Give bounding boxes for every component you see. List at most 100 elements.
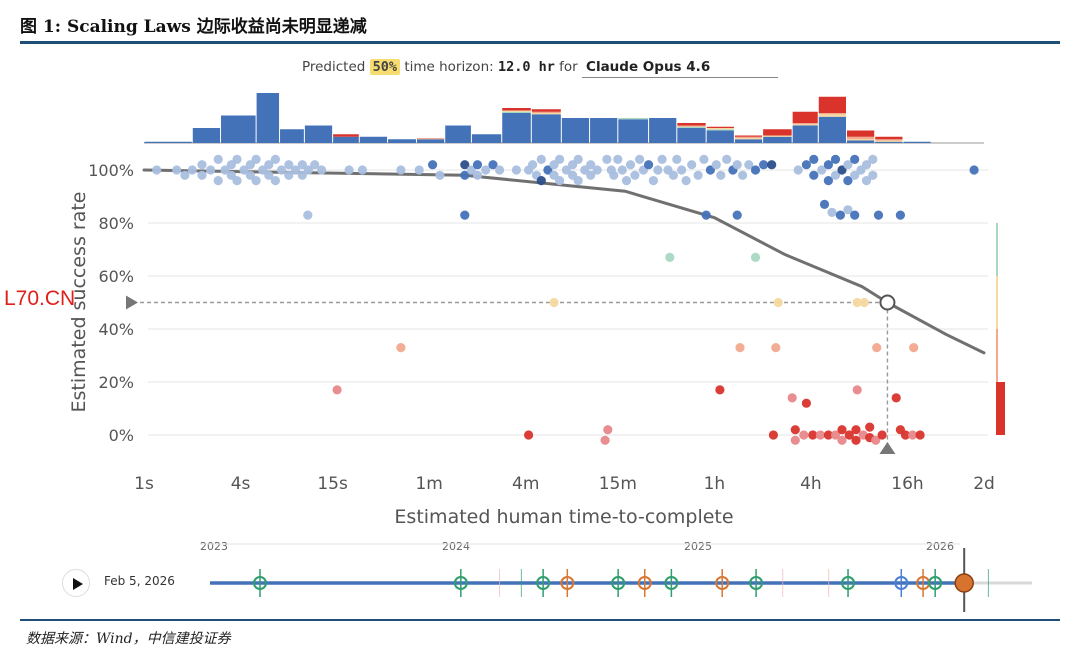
timeline-years: 2023 2024 2025 2026: [200, 540, 960, 553]
data-point: [213, 154, 223, 164]
histogram-bar: [734, 135, 763, 137]
x-axis-label: Estimated human time-to-complete: [394, 506, 733, 528]
horizon-header: Predicted 50% time horizon: 12.0 hr for …: [0, 59, 1080, 78]
histogram-bar: [847, 140, 875, 143]
success-rate-chart: 0% 20% 40% 60% 80% 100% 1s 4s 15s 1m 4m 15m 1h 4h 16h…: [68, 93, 1005, 528]
data-point: [738, 170, 748, 180]
histogram-bar: [502, 108, 531, 111]
histogram-bar: [706, 129, 734, 131]
data-point: [303, 210, 313, 220]
y-tick-label: 60%: [98, 267, 134, 286]
data-point: [744, 160, 754, 170]
data-point: [722, 154, 732, 164]
histogram-bar: [144, 141, 192, 143]
horizon-marker-left: [126, 295, 138, 310]
x-tick-label: 1h: [704, 474, 726, 494]
data-point: [969, 165, 979, 175]
data-point: [767, 160, 777, 170]
data-point: [603, 425, 613, 435]
data-point: [460, 160, 470, 170]
side-distribution-bar: [996, 223, 1005, 435]
model-selector[interactable]: Claude Opus 4.6: [582, 59, 779, 78]
data-point: [297, 170, 307, 180]
data-point: [900, 430, 911, 440]
x-tick-labels: 1s 4s 15s 1m 4m 15m 1h 4h 16h 2d: [134, 474, 995, 494]
x-tick-label: 1s: [134, 474, 154, 494]
data-point: [850, 210, 860, 220]
histogram-bar: [706, 128, 734, 130]
timeline-events: [252, 548, 989, 612]
histogram-bar: [875, 140, 903, 142]
data-point: [823, 430, 834, 440]
data-point: [310, 160, 320, 170]
data-point: [830, 154, 841, 164]
data-point: [768, 430, 779, 440]
data-point: [460, 210, 470, 220]
timeline-date: Feb 5, 2026: [104, 574, 175, 588]
percent-selector[interactable]: 50%: [369, 59, 401, 75]
data-point: [859, 297, 869, 308]
data-point: [245, 160, 255, 170]
data-point: [536, 154, 546, 164]
figure-title: 图 1: Scaling Laws 边际收益尚未明显递减: [20, 17, 367, 37]
x-tick-label: 15s: [317, 474, 348, 494]
side-band: [996, 276, 998, 329]
histogram-bar: [792, 123, 818, 125]
data-point: [815, 430, 826, 440]
data-point: [357, 165, 367, 175]
data-point: [908, 430, 918, 440]
data-point: [827, 207, 837, 217]
data-point: [600, 435, 610, 445]
histogram-bar: [818, 96, 847, 113]
data-point: [790, 435, 800, 445]
data-point: [790, 425, 800, 435]
data-point: [801, 398, 812, 408]
histogram-bar: [677, 125, 706, 127]
timeline-event: [560, 576, 575, 590]
histogram-bar: [388, 139, 416, 143]
data-point: [677, 165, 687, 175]
x-tick-label: 15m: [599, 474, 637, 494]
data-point: [609, 170, 619, 180]
data-point: [592, 165, 602, 175]
data-point: [711, 160, 721, 170]
data-point: [699, 154, 709, 164]
histogram-bar: [875, 136, 903, 140]
data-point: [630, 170, 640, 180]
data-point: [297, 160, 307, 170]
data-point: [843, 205, 853, 215]
data-point: [555, 154, 565, 164]
data-point: [830, 430, 841, 440]
data-point: [823, 176, 834, 186]
histogram-bar: [359, 136, 388, 143]
fit-curve-layer: [126, 168, 986, 454]
data-point: [716, 170, 726, 180]
data-point: [561, 165, 572, 175]
data-point: [264, 170, 274, 180]
data-point: [843, 160, 853, 170]
data-point: [715, 385, 725, 395]
data-points: [152, 154, 979, 445]
data-point: [528, 160, 538, 170]
data-point: [580, 165, 590, 175]
timeline-event: [536, 576, 551, 590]
histogram-bar: [763, 135, 792, 137]
histogram-bar: [677, 126, 706, 128]
data-point: [801, 160, 812, 170]
data-point: [787, 393, 797, 403]
y-axis-label: Estimated success rate: [68, 192, 90, 413]
watermark: L70.CN: [4, 287, 76, 310]
timeline-event: [894, 576, 909, 590]
histogram-bar: [502, 110, 531, 112]
data-point: [861, 160, 872, 170]
data-point: [332, 385, 342, 395]
timeline-event: [715, 576, 730, 590]
y-tick-label: 100%: [88, 161, 134, 180]
histogram-bar: [531, 109, 561, 112]
y-tick-labels: 0% 20% 40% 60% 80% 100%: [88, 161, 134, 445]
data-point: [850, 154, 860, 164]
y-tick-label: 80%: [98, 214, 134, 233]
data-point: [344, 165, 354, 175]
play-button[interactable]: [62, 569, 90, 597]
data-point: [837, 425, 847, 435]
